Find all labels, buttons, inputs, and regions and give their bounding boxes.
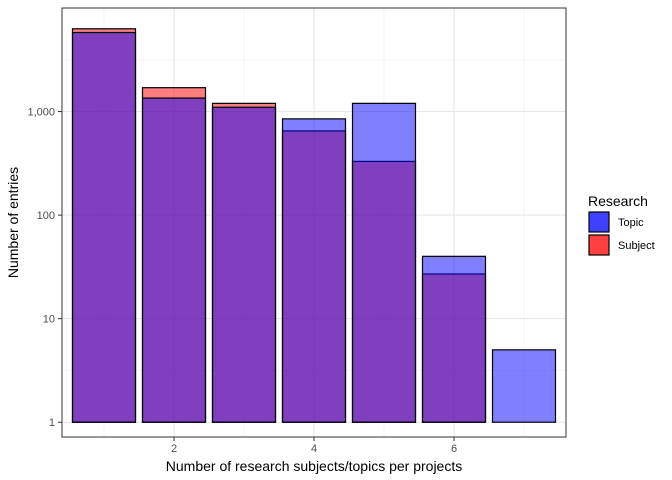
y-axis-ticks: 1 10 100 1,000 [27,107,62,429]
bar-topic-1 [71,31,137,423]
y-tick-label: 100 [37,210,55,222]
x-tick-label: 4 [311,443,317,455]
legend-key-topic [588,211,610,233]
legend-label-topic: Topic [618,217,644,229]
y-tick-label: 1 [49,417,55,429]
bar-topic-5 [351,102,417,423]
y-tick-label: 10 [43,314,55,326]
bars-layer [71,28,557,423]
legend-title: Research [588,193,648,209]
x-axis-title: Number of research subjects/topics per p… [166,458,462,474]
x-tick-label: 6 [451,443,457,455]
bar-topic-2 [141,97,207,423]
legend: Research Topic Subject [588,193,655,256]
bar-topic-7 [491,349,557,423]
y-tick-label: 1,000 [27,107,55,119]
x-tick-label: 2 [171,443,177,455]
bar-topic-3 [211,106,277,423]
legend-label-subject: Subject [618,240,655,252]
bar-topic-4 [281,118,347,423]
bar-topic-6 [421,255,487,423]
x-axis-ticks: 2 4 6 [171,437,457,455]
y-axis-title: Number of entries [5,167,21,278]
legend-key-subject [588,234,610,256]
